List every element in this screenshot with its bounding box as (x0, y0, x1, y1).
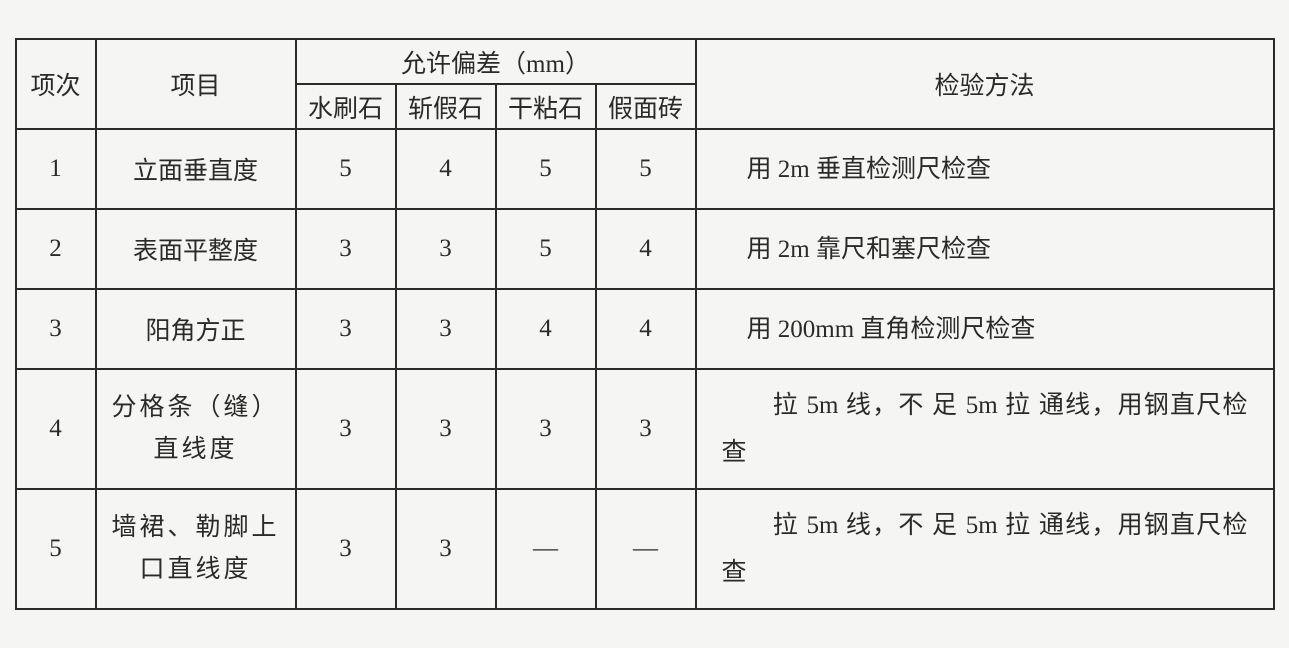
cell-tol-4: 3 (596, 369, 696, 489)
header-method: 检验方法 (696, 39, 1274, 129)
table-row: 3 阳角方正 3 3 4 4 用 200mm 直角检测尺检查 (16, 289, 1274, 369)
cell-tol-2: 3 (396, 489, 496, 609)
cell-index: 2 (16, 209, 96, 289)
cell-method-text: 拉 5m 线，不 足 5m 拉 通线，用钢直尺检查 (722, 512, 1248, 587)
tolerance-table-container: 项次 项目 允许偏差（mm） 检验方法 水刷石 斩假石 干粘石 假面砖 1 立面… (15, 38, 1275, 610)
cell-tol-3: — (496, 489, 596, 609)
table-row: 2 表面平整度 3 3 5 4 用 2m 靠尺和塞尺检查 (16, 209, 1274, 289)
cell-method-text: 拉 5m 线，不 足 5m 拉 通线，用钢直尺检查 (722, 392, 1248, 467)
cell-tol-2: 4 (396, 129, 496, 209)
cell-tol-2: 3 (396, 209, 496, 289)
header-tol-1: 水刷石 (296, 84, 396, 129)
cell-tol-1: 3 (296, 209, 396, 289)
cell-tol-3: 5 (496, 129, 596, 209)
cell-method: 拉 5m 线，不 足 5m 拉 通线，用钢直尺检查 (696, 489, 1274, 609)
cell-tol-1: 3 (296, 489, 396, 609)
cell-method: 用 2m 靠尺和塞尺检查 (696, 209, 1274, 289)
table-row: 5 墙裙、勒脚上口直线度 3 3 — — 拉 5m 线，不 足 5m 拉 通线，… (16, 489, 1274, 609)
cell-item: 墙裙、勒脚上口直线度 (96, 489, 296, 609)
cell-method: 用 200mm 直角检测尺检查 (696, 289, 1274, 369)
cell-tol-4: 4 (596, 289, 696, 369)
tolerance-table: 项次 项目 允许偏差（mm） 检验方法 水刷石 斩假石 干粘石 假面砖 1 立面… (15, 38, 1275, 610)
header-tol-2: 斩假石 (396, 84, 496, 129)
cell-method: 拉 5m 线，不 足 5m 拉 通线，用钢直尺检查 (696, 369, 1274, 489)
cell-tol-1: 5 (296, 129, 396, 209)
cell-tol-3: 5 (496, 209, 596, 289)
cell-tol-3: 3 (496, 369, 596, 489)
table-body: 1 立面垂直度 5 4 5 5 用 2m 垂直检测尺检查 2 表面平整度 3 3… (16, 129, 1274, 609)
cell-index: 3 (16, 289, 96, 369)
header-tol-4: 假面砖 (596, 84, 696, 129)
header-index: 项次 (16, 39, 96, 129)
cell-tol-1: 3 (296, 289, 396, 369)
cell-method: 用 2m 垂直检测尺检查 (696, 129, 1274, 209)
cell-tol-3: 4 (496, 289, 596, 369)
header-tolerance-group: 允许偏差（mm） (296, 39, 696, 84)
cell-item: 表面平整度 (96, 209, 296, 289)
header-tol-3: 干粘石 (496, 84, 596, 129)
cell-index: 1 (16, 129, 96, 209)
header-row-1: 项次 项目 允许偏差（mm） 检验方法 (16, 39, 1274, 84)
cell-item: 阳角方正 (96, 289, 296, 369)
cell-tol-1: 3 (296, 369, 396, 489)
cell-tol-4: 4 (596, 209, 696, 289)
cell-tol-2: 3 (396, 289, 496, 369)
header-item: 项目 (96, 39, 296, 129)
cell-tol-4: — (596, 489, 696, 609)
cell-item: 立面垂直度 (96, 129, 296, 209)
cell-index: 5 (16, 489, 96, 609)
cell-tol-4: 5 (596, 129, 696, 209)
cell-item: 分格条（缝）直线度 (96, 369, 296, 489)
table-header: 项次 项目 允许偏差（mm） 检验方法 水刷石 斩假石 干粘石 假面砖 (16, 39, 1274, 129)
cell-index: 4 (16, 369, 96, 489)
table-row: 4 分格条（缝）直线度 3 3 3 3 拉 5m 线，不 足 5m 拉 通线，用… (16, 369, 1274, 489)
cell-tol-2: 3 (396, 369, 496, 489)
table-row: 1 立面垂直度 5 4 5 5 用 2m 垂直检测尺检查 (16, 129, 1274, 209)
